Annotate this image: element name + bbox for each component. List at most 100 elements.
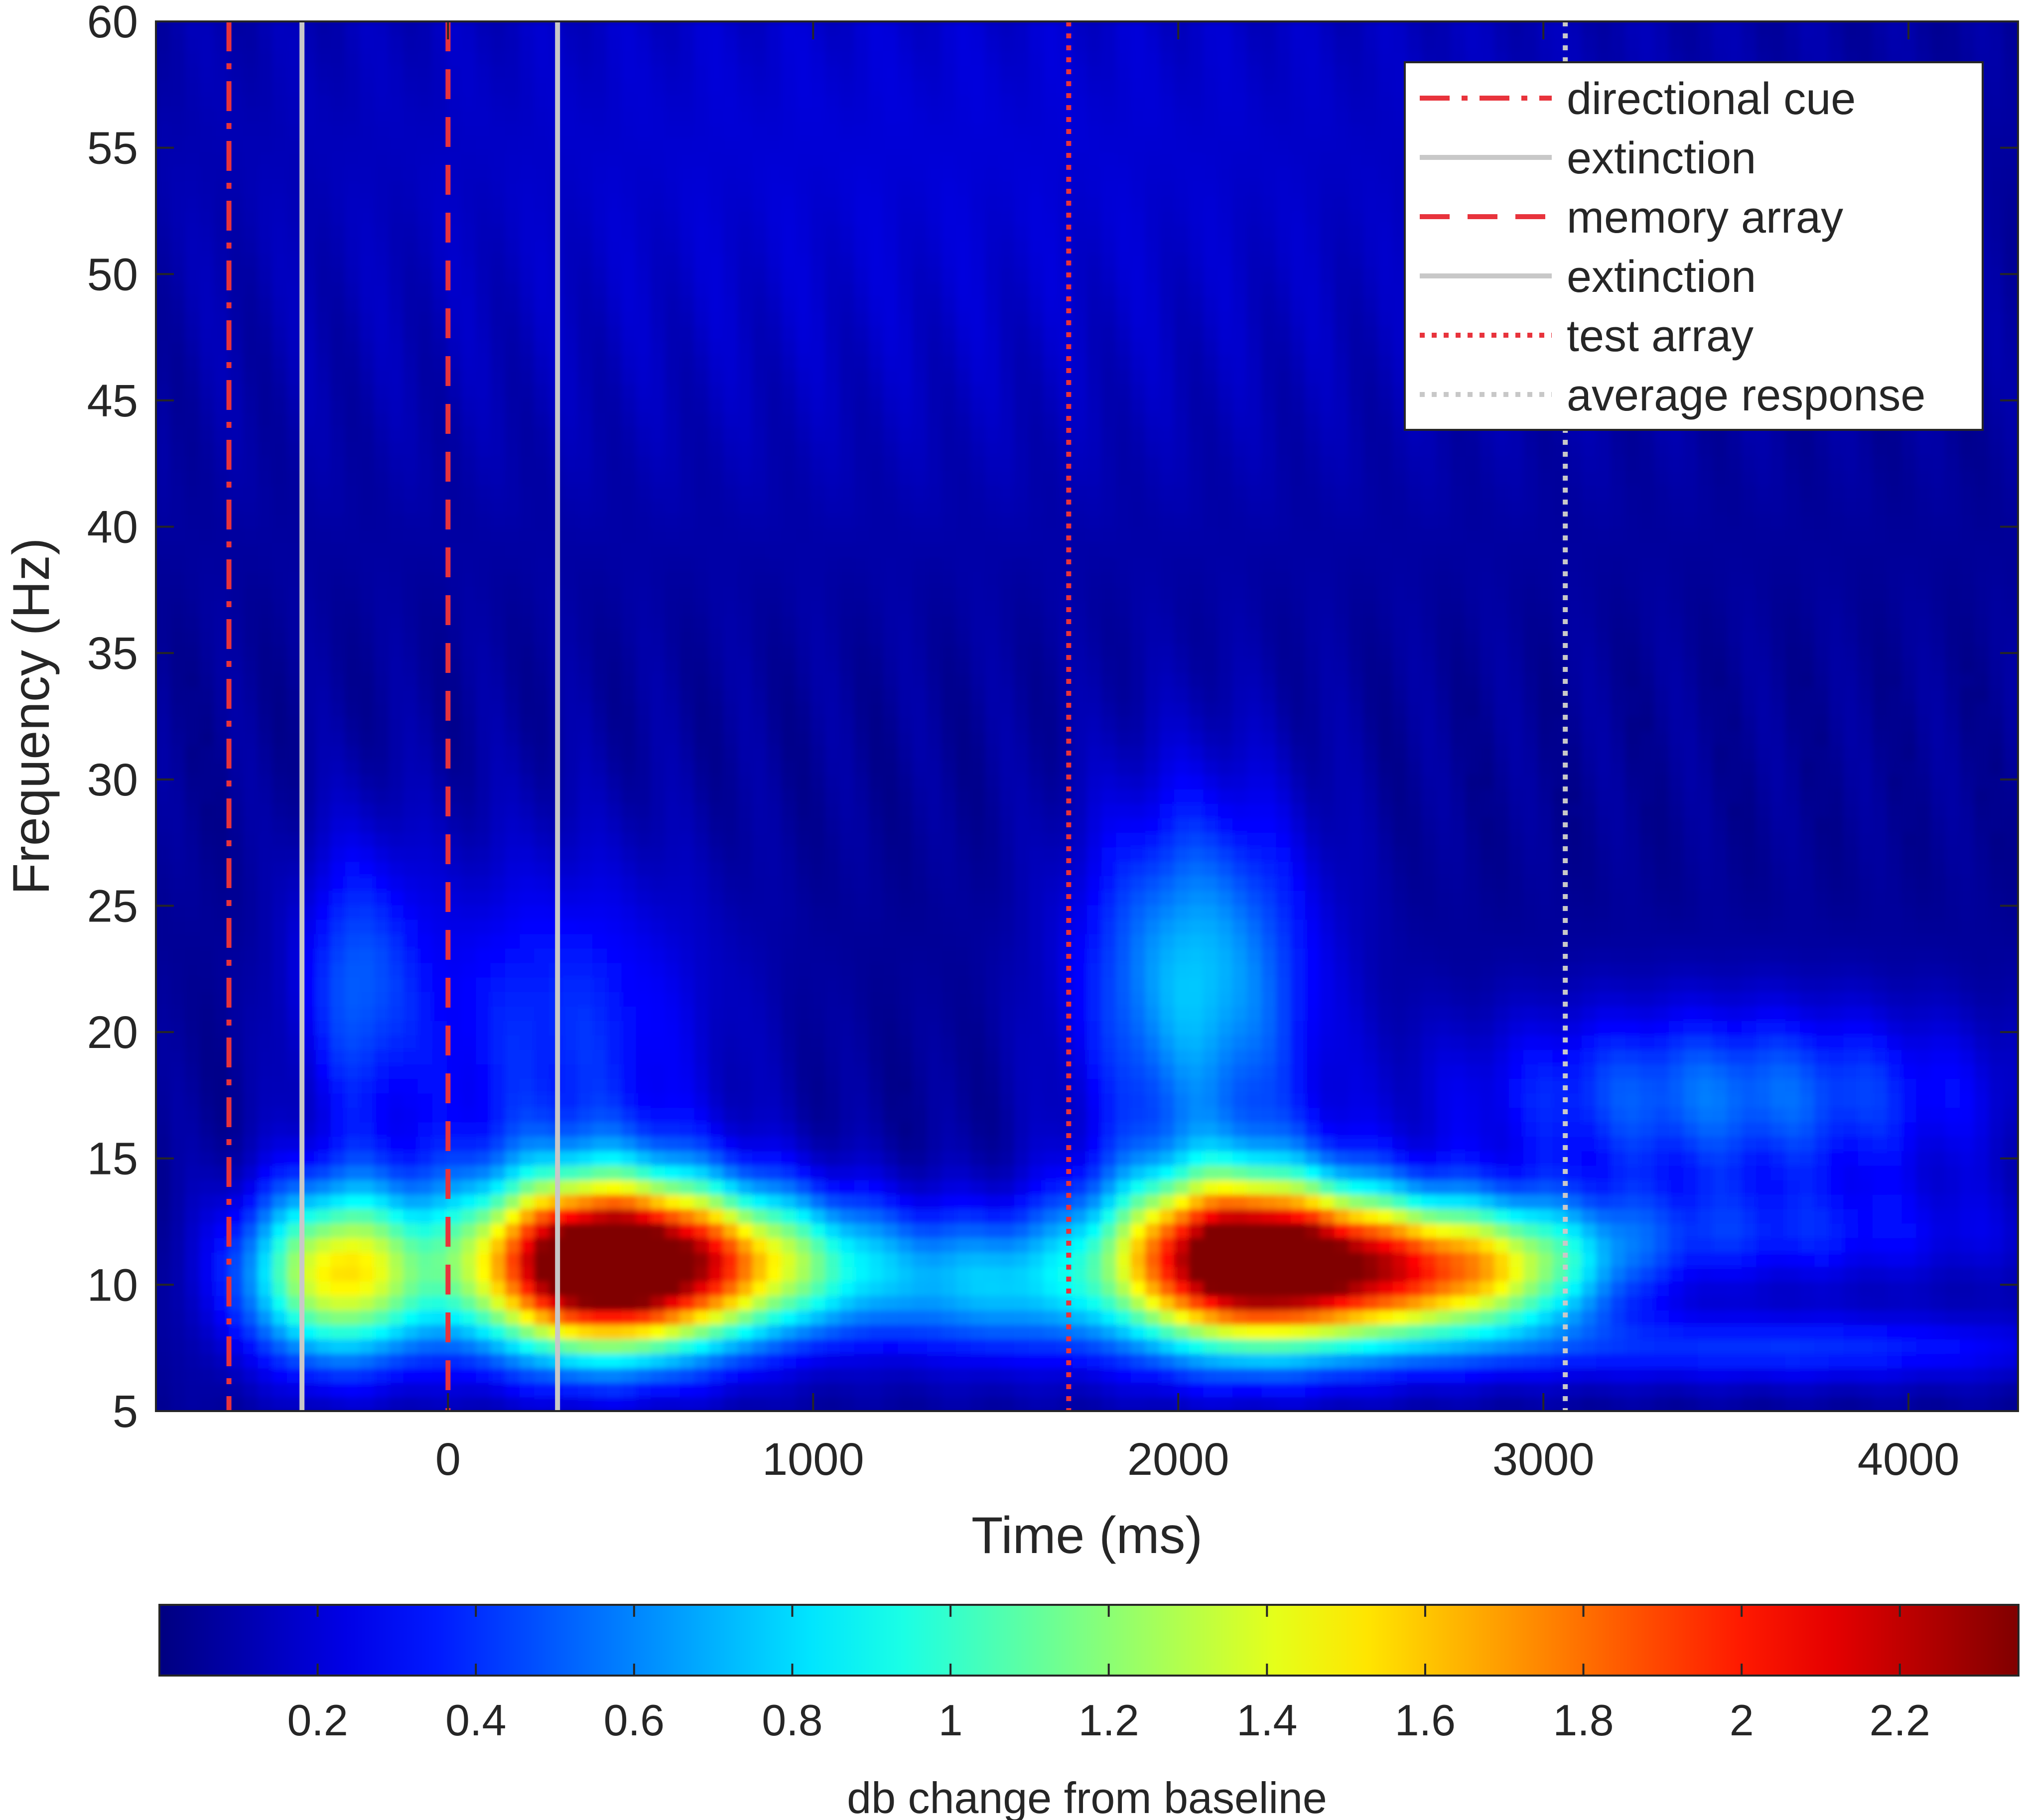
heatmap-cell <box>679 499 695 515</box>
heatmap-cell <box>185 441 201 457</box>
heatmap-cell <box>229 528 244 543</box>
heatmap-cell <box>810 224 826 240</box>
heatmap-cell <box>621 1353 637 1369</box>
heatmap-cell <box>170 195 186 211</box>
heatmap-cell <box>650 586 666 601</box>
heatmap-cell <box>389 1150 404 1166</box>
heatmap-cell <box>345 311 361 326</box>
heatmap-cell <box>316 615 331 631</box>
heatmap-cell <box>738 904 753 920</box>
heatmap-cell <box>723 1382 739 1398</box>
heatmap-cell <box>883 731 899 746</box>
heatmap-cell <box>316 1165 331 1180</box>
heatmap-cell <box>272 600 288 616</box>
heatmap-cell <box>185 1382 201 1398</box>
heatmap-cell <box>679 658 695 674</box>
heatmap-cell <box>476 50 492 66</box>
heatmap-cell <box>258 745 273 761</box>
heatmap-cell <box>665 774 680 789</box>
heatmap-cell <box>825 716 840 732</box>
heatmap-cell <box>330 79 346 95</box>
heatmap-cell <box>417 1223 433 1238</box>
heatmap-cell <box>708 846 724 862</box>
heatmap-cell <box>476 571 492 587</box>
heatmap-cell <box>723 615 739 631</box>
heatmap-cell <box>170 948 186 963</box>
heatmap-cell <box>738 79 753 95</box>
heatmap-cell <box>170 65 186 80</box>
heatmap-cell <box>898 369 914 385</box>
heatmap-cell <box>330 832 346 848</box>
heatmap-cell <box>636 672 652 688</box>
heatmap-cell <box>170 701 186 717</box>
heatmap-cell <box>417 788 433 804</box>
heatmap-cell <box>316 1020 331 1036</box>
heatmap-cell <box>694 166 710 182</box>
heatmap-cell <box>869 875 884 891</box>
heatmap-cell <box>417 1353 433 1369</box>
heatmap-cell <box>417 151 433 167</box>
heatmap-cell <box>738 1049 753 1064</box>
heatmap-cell <box>781 238 797 254</box>
heatmap-cell <box>577 1078 593 1094</box>
heatmap-cell <box>389 79 404 95</box>
heatmap-cell <box>607 137 622 153</box>
heatmap-cell <box>461 1006 477 1021</box>
heatmap-cell <box>883 340 899 355</box>
heatmap-cell <box>607 166 622 182</box>
heatmap-cell <box>490 21 506 37</box>
heatmap-cell <box>869 470 884 486</box>
heatmap-cell <box>898 817 914 833</box>
heatmap-cell <box>170 209 186 225</box>
heatmap-cell <box>883 1092 899 1108</box>
heatmap-cell <box>839 79 855 95</box>
heatmap-cell <box>316 455 331 471</box>
heatmap-cell <box>898 962 914 978</box>
heatmap-cell <box>650 1136 666 1152</box>
heatmap-cell <box>839 803 855 818</box>
heatmap-cell <box>694 803 710 818</box>
heatmap-cell <box>883 528 899 543</box>
heatmap-cell <box>417 1237 433 1253</box>
heatmap-cell <box>243 991 259 1007</box>
heatmap-cell <box>156 224 171 240</box>
heatmap-cell <box>156 1266 171 1282</box>
heatmap-cell <box>432 1006 448 1021</box>
heatmap-cell <box>738 832 753 848</box>
heatmap-cell <box>258 1396 273 1411</box>
heatmap-cell <box>592 1049 608 1064</box>
heatmap-cell <box>243 1107 259 1123</box>
heatmap-cell <box>650 615 666 631</box>
heatmap-cell <box>825 1078 840 1094</box>
heatmap-cell <box>796 528 811 543</box>
heatmap-cell <box>156 1382 171 1398</box>
heatmap-cell <box>650 1063 666 1079</box>
heatmap-cell <box>636 325 652 341</box>
heatmap-cell <box>708 1179 724 1195</box>
heatmap-cell <box>869 195 884 211</box>
heatmap-cell <box>359 238 375 254</box>
heatmap-cell <box>694 470 710 486</box>
heatmap-cell <box>505 918 521 934</box>
heatmap-cell <box>592 369 608 385</box>
heatmap-cell <box>810 123 826 138</box>
heatmap-cell <box>185 209 201 225</box>
heatmap-cell <box>607 485 622 500</box>
heatmap-cell <box>592 1252 608 1267</box>
heatmap-cell <box>781 1237 797 1253</box>
heatmap-cell <box>272 137 288 153</box>
heatmap-cell <box>520 731 535 746</box>
heatmap-cell <box>796 875 811 891</box>
heatmap-cell <box>883 123 899 138</box>
heatmap-cell <box>272 340 288 355</box>
heatmap-cell <box>272 412 288 428</box>
heatmap-cell <box>883 369 899 385</box>
heatmap-cell <box>520 485 535 500</box>
heatmap-cell <box>563 354 579 370</box>
heatmap-cell <box>883 441 899 457</box>
heatmap-cell <box>796 253 811 268</box>
heatmap-cell <box>316 267 331 283</box>
heatmap-cell <box>520 1020 535 1036</box>
heatmap-cell <box>389 340 404 355</box>
heatmap-cell <box>461 1237 477 1253</box>
